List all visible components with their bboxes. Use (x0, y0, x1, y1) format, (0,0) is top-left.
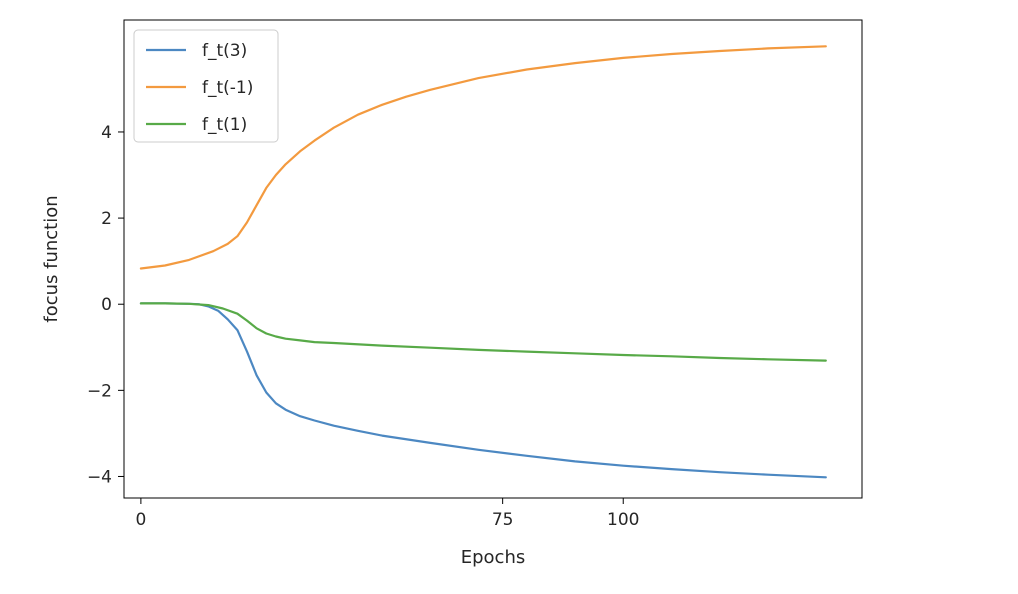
x-axis-label: Epochs (461, 547, 526, 568)
x-tick-label: 0 (135, 510, 146, 530)
y-tick-label: 2 (101, 209, 112, 229)
legend: f_t(3) f_t(-1) f_t(1) (133, 29, 279, 143)
y-tick-label: −4 (87, 467, 112, 487)
legend-box (133, 29, 279, 143)
legend-label-2: f_t(1) (202, 115, 247, 135)
x-axis-ticks: 0 75 100 (135, 498, 639, 530)
plot-frame (123, 19, 863, 499)
y-tick-label: 4 (101, 123, 112, 143)
x-tick-label: 100 (607, 510, 639, 530)
y-tick-label: 0 (101, 295, 112, 315)
series-line-0 (139, 302, 827, 479)
legend-label-1: f_t(-1) (202, 78, 253, 98)
series-line-2 (139, 302, 827, 362)
y-axis-label: focus function (41, 195, 62, 322)
y-axis-ticks: −4 −2 0 2 4 (87, 123, 124, 487)
y-tick-label: −2 (87, 381, 112, 401)
series-layer (139, 45, 827, 479)
legend-label-0: f_t(3) (202, 41, 247, 61)
series-line-1 (139, 45, 827, 270)
x-tick-label: 75 (492, 510, 514, 530)
